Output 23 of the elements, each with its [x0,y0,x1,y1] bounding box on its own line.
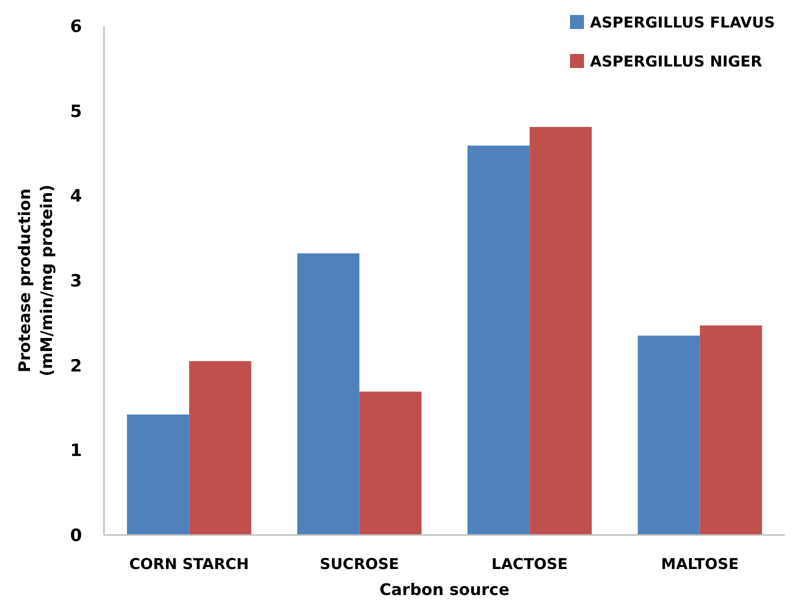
bar [700,325,762,535]
bar [467,146,530,535]
bar [126,414,190,535]
y-tick-label: 5 [70,102,82,122]
bar [638,336,700,535]
y-tick-label: 0 [70,526,82,546]
legend-label: ASPERGILLUS FLAVUS [590,13,775,32]
x-tick-label: LACTOSE [492,555,568,573]
x-tick-label: SUCROSE [320,555,400,573]
y-tick-label: 6 [70,16,82,37]
y-tick-label: 2 [70,356,82,376]
x-tick-label: CORN STARCH [129,555,249,573]
bar [359,392,422,535]
y-tick-label: 1 [70,441,82,462]
x-axis-title: Carbon source [380,580,510,599]
legend-label: ASPERGILLUS NIGER [590,52,763,70]
x-tick-label: MALTOSE [661,555,739,573]
y-axis-title: Protease production (mM/min/mg protein) [15,184,56,376]
bar [530,126,592,535]
y-tick-label: 3 [70,271,82,292]
y-tick-label: 4 [70,186,82,207]
bar [189,361,252,535]
bar [297,253,360,535]
